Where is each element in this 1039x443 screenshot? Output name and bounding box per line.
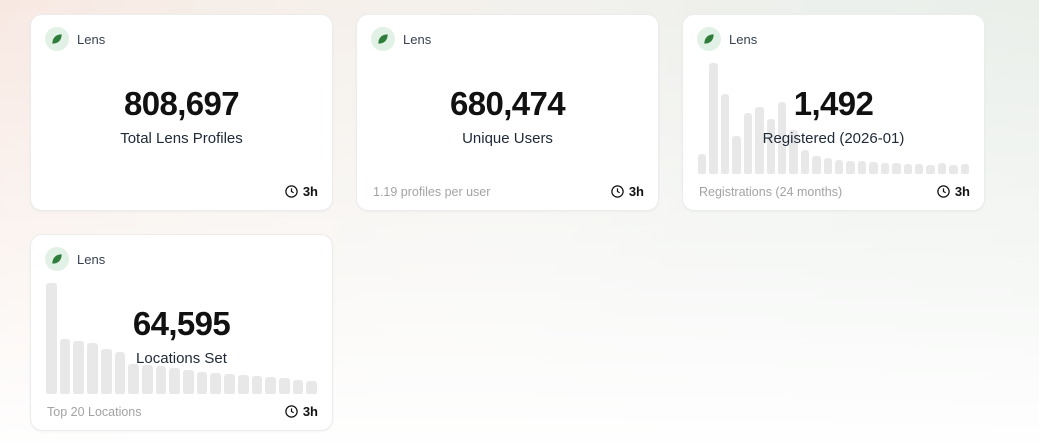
data-age: 3h [936,184,970,199]
chart-bar [789,129,798,174]
card-header: Lens [371,27,644,51]
chart-bar [251,376,263,394]
card-footer: 1.19 profiles per user 3h [357,184,658,210]
age-text: 3h [954,184,970,199]
chart-bar [224,374,235,394]
chart-bar [960,164,970,174]
chart-bar [869,161,878,174]
chart-bar [183,369,194,394]
chart-bar [892,162,901,174]
chart-bar [210,372,222,394]
chart-bar [46,283,57,394]
chart-bar [292,379,304,394]
metric-label: Total Lens Profiles [120,129,243,147]
chart-bar [880,162,890,174]
clock-icon [284,184,299,199]
card-header: Lens [697,27,970,51]
chart-bar [823,158,833,174]
card-footnote: Registrations (24 months) [699,184,843,199]
card-header: Lens [45,247,318,271]
source-label: Lens [77,31,106,47]
chart-bar [766,118,775,174]
lens-leaf-icon [45,27,69,51]
card-footer: Top 20 Locations 3h [31,404,332,430]
chart-bar [755,107,764,174]
stat-card-unique-users[interactable]: Lens 680,474 Unique Users 1.19 profiles … [356,14,659,211]
chart-bar [196,371,208,394]
data-age: 3h [284,184,318,199]
chart-bar [306,380,318,394]
chart-bar [835,159,844,174]
card-header: Lens [45,27,318,51]
data-age: 3h [284,404,318,419]
chart-bar [265,377,276,394]
chart-bar [846,160,855,174]
chart-bar [720,94,730,174]
age-text: 3h [628,184,644,199]
chart-bar [937,162,947,174]
clock-icon [284,404,299,419]
chart-bar [100,348,112,394]
card-footer: Registrations (24 months) 3h [683,184,984,210]
data-age: 3h [610,184,644,199]
clock-icon [610,184,625,199]
card-footnote: 1.19 profiles per user [373,184,491,199]
chart-bar [949,165,958,174]
chart-bar [237,375,249,394]
chart-bar [812,156,821,174]
metric-value: 680,474 [449,85,566,123]
chart-bar [128,364,139,394]
chart-bar [903,164,913,174]
stat-card-registered-month[interactable]: Lens 1,492 Registered (2026-01) Registra… [682,14,985,211]
chart-bar [59,338,71,394]
stat-card-total-lens-profiles[interactable]: Lens 808,697 Total Lens Profiles 3h [30,14,333,211]
chart-bar [698,154,707,174]
chart-bar [857,160,867,174]
chart-bar [743,112,753,174]
clock-icon [936,184,951,199]
chart-bar [777,101,787,174]
source-label: Lens [729,31,758,47]
chart-bar [926,165,935,174]
registrations-bar-chart [698,63,970,174]
chart-bar [114,351,126,394]
age-text: 3h [302,404,318,419]
card-footnote: Top 20 Locations [47,404,142,419]
chart-bar [155,366,167,394]
chart-bar [141,365,153,394]
chart-bar [278,378,290,394]
chart-bar [169,368,181,394]
source-label: Lens [403,31,432,47]
source-label: Lens [77,251,106,267]
chart-bar [732,136,741,174]
card-footer: 3h [31,184,332,210]
lens-leaf-icon [371,27,395,51]
age-text: 3h [302,184,318,199]
stats-dashboard: Lens 808,697 Total Lens Profiles 3h Lens… [30,14,985,431]
lens-leaf-icon [697,27,721,51]
chart-bar [87,342,98,394]
chart-bar [800,149,810,174]
metric-value: 808,697 [123,85,240,123]
lens-leaf-icon [45,247,69,271]
chart-bar [915,164,924,174]
stat-card-locations-set[interactable]: Lens 64,595 Locations Set Top 20 Locatio… [30,234,333,431]
locations-bar-chart [46,283,318,394]
chart-bar [709,63,718,174]
metric-label: Unique Users [462,129,553,147]
chart-bar [73,340,85,394]
